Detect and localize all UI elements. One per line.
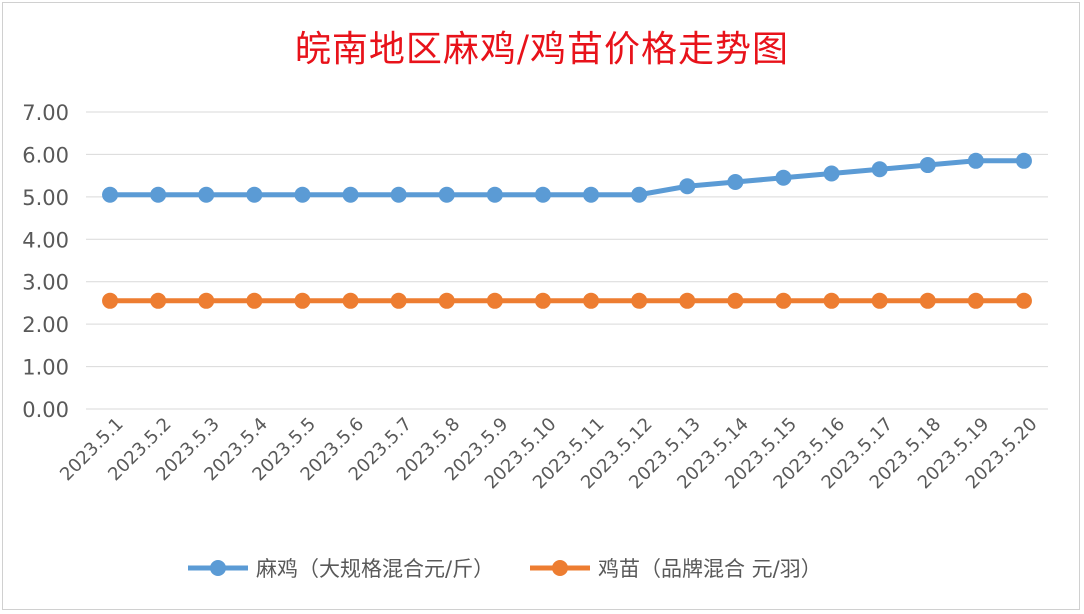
data-point <box>102 186 119 203</box>
data-point <box>727 174 744 191</box>
data-point <box>583 186 600 203</box>
data-point <box>438 186 455 203</box>
data-point <box>534 186 551 203</box>
data-point <box>631 186 648 203</box>
data-point <box>294 186 311 203</box>
data-point <box>583 292 600 309</box>
y-tick-label: 3.00 <box>22 271 69 295</box>
data-point <box>486 292 503 309</box>
data-point <box>1015 292 1032 309</box>
data-point <box>342 292 359 309</box>
data-point <box>150 186 167 203</box>
data-point <box>246 292 263 309</box>
data-point <box>823 292 840 309</box>
data-point <box>823 165 840 182</box>
data-point <box>631 292 648 309</box>
data-point <box>390 186 407 203</box>
legend-marker <box>210 560 226 576</box>
data-point <box>1015 152 1032 169</box>
legend-marker <box>552 560 568 576</box>
data-point <box>775 292 792 309</box>
data-point <box>486 186 503 203</box>
series-line <box>110 158 1024 198</box>
y-tick-label: 4.00 <box>22 228 69 252</box>
data-point <box>775 169 792 186</box>
data-point <box>967 292 984 309</box>
data-point <box>679 178 696 195</box>
data-point <box>198 292 215 309</box>
data-point <box>294 292 311 309</box>
y-tick-label: 7.00 <box>22 101 69 125</box>
y-tick-label: 5.00 <box>22 186 69 210</box>
y-tick-label: 0.00 <box>22 398 69 422</box>
chart-title: 皖南地区麻鸡/鸡苗价格走势图 <box>294 29 790 70</box>
data-point <box>871 161 888 178</box>
data-point <box>390 292 407 309</box>
data-point <box>150 292 167 309</box>
data-point <box>919 157 936 174</box>
legend-label: 麻鸡（大规格混合元/斤） <box>256 557 494 581</box>
data-point <box>679 292 696 309</box>
data-point <box>727 292 744 309</box>
y-tick-label: 2.00 <box>22 313 69 337</box>
y-tick-label: 6.00 <box>22 143 69 167</box>
data-point <box>919 292 936 309</box>
y-tick-label: 1.00 <box>22 356 69 380</box>
legend-label: 鸡苗（品牌混合 元/羽） <box>598 557 822 581</box>
data-point <box>967 152 984 169</box>
data-point <box>438 292 455 309</box>
data-point <box>534 292 551 309</box>
data-point <box>198 186 215 203</box>
data-point <box>871 292 888 309</box>
data-point <box>246 186 263 203</box>
data-point <box>342 186 359 203</box>
data-point <box>102 292 119 309</box>
